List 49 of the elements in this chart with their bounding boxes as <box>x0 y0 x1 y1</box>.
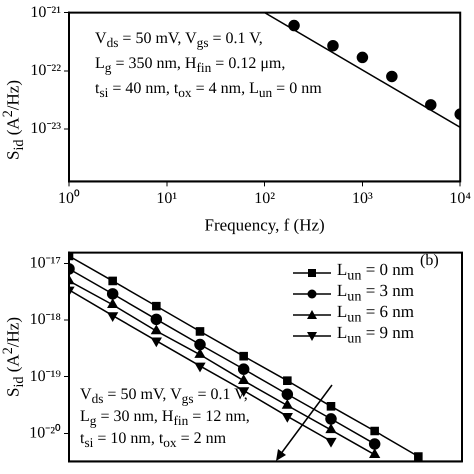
x-tick-label: 10² <box>254 190 276 208</box>
point <box>368 438 380 450</box>
x-tick-label: 10⁴ <box>449 190 472 208</box>
point <box>194 348 206 358</box>
annotation: L$_{g}$ = 350 nm, H$_{fin}$ = 0.12 μm, <box>95 55 286 78</box>
y-tick-label: 10⁻²³ <box>30 120 62 138</box>
point <box>326 438 336 447</box>
point <box>239 352 248 360</box>
y-tick-label: 10⁻¹⁸ <box>30 311 61 328</box>
point <box>370 426 379 436</box>
point <box>325 413 337 425</box>
point <box>238 374 249 384</box>
x-tick-label: 10¹ <box>156 190 178 208</box>
point <box>282 400 292 409</box>
y-tick-label: 10⁻²¹ <box>30 4 62 21</box>
point <box>326 424 336 434</box>
point <box>282 388 294 400</box>
point <box>194 338 206 350</box>
x-axis-title: Frequency, f (Hz) <box>204 215 325 234</box>
x-tick-label: 10³ <box>352 190 374 208</box>
legend-label: L$_{un}$ = 3 nm <box>336 281 414 305</box>
legend-label: L$_{un}$ = 9 nm <box>336 323 414 348</box>
point <box>283 376 292 385</box>
annotation: V$_{ds}$ = 50 mV, V$_{gs}$ = 0.1 V, <box>95 30 263 52</box>
point <box>370 448 380 458</box>
point <box>108 312 118 322</box>
point <box>151 325 162 334</box>
point <box>414 452 423 461</box>
y-tick-label: 10⁻²⁰ <box>29 424 61 442</box>
point <box>152 302 161 310</box>
legend-label: L$_{un}$ = 0 nm <box>336 260 414 284</box>
point <box>194 362 206 372</box>
y-tick-label: 10⁻¹⁹ <box>30 368 62 385</box>
x-tick-label: 10⁰ <box>58 189 80 208</box>
point <box>151 338 162 347</box>
point <box>108 276 117 286</box>
annotation: L$_{g}$ = 30 nm, H$_{fin}$ = 12 nm, <box>80 408 250 430</box>
point <box>108 299 118 308</box>
point <box>196 327 204 336</box>
point <box>150 314 162 326</box>
annotation: t$_{si}$ = 10 nm, t$_{ox}$ = 2 nm <box>80 430 226 452</box>
point <box>238 363 250 375</box>
point <box>326 402 336 411</box>
annotation: (b) <box>420 252 439 270</box>
legend-label: L$_{un}$ = 6 nm <box>336 302 414 326</box>
point <box>106 288 118 300</box>
annotation: t$_{si}$ = 40 nm, t$_{ox}$ = 4 nm, L$_{un}$ = 0 nm <box>95 80 322 102</box>
y-tick-label: 10⁻²² <box>30 62 62 80</box>
y-tick-label: 10⁻¹⁷ <box>30 254 61 272</box>
